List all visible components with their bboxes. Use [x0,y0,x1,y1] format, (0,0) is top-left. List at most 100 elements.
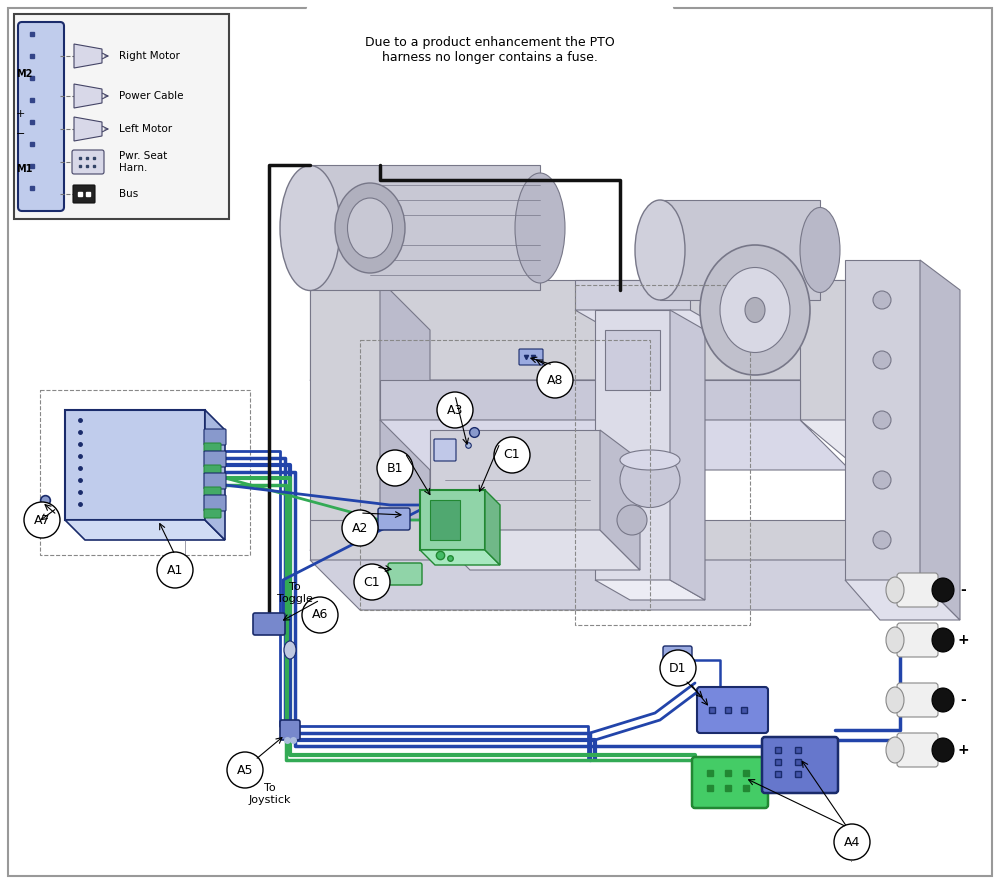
Ellipse shape [886,577,904,603]
FancyBboxPatch shape [204,429,226,445]
Polygon shape [845,260,920,580]
Ellipse shape [873,471,891,489]
Ellipse shape [932,688,954,712]
Polygon shape [870,280,920,470]
Text: A4: A4 [851,861,853,862]
Ellipse shape [348,198,392,258]
Text: -: - [960,583,966,597]
Ellipse shape [515,173,565,283]
FancyBboxPatch shape [388,563,422,585]
FancyBboxPatch shape [897,573,938,607]
Bar [14,14,229,219]
Text: +: + [16,109,25,119]
Circle shape [437,392,473,428]
Polygon shape [485,490,500,565]
FancyBboxPatch shape [18,22,64,211]
Bar [360,340,650,610]
Text: A4: A4 [844,835,860,849]
Polygon shape [74,44,102,68]
Text: +: + [957,743,969,757]
Polygon shape [605,330,660,390]
FancyBboxPatch shape [897,733,938,767]
Text: D1: D1 [669,661,687,674]
Text: B1: B1 [387,461,403,475]
FancyBboxPatch shape [280,720,300,740]
Polygon shape [74,84,102,108]
FancyBboxPatch shape [697,687,768,733]
Polygon shape [380,280,430,600]
Ellipse shape [745,298,765,323]
Polygon shape [74,117,102,141]
Ellipse shape [886,687,904,713]
Ellipse shape [720,268,790,353]
Polygon shape [65,410,205,520]
Text: A6: A6 [312,608,328,621]
Ellipse shape [800,208,840,293]
Circle shape [377,450,413,486]
FancyBboxPatch shape [204,509,221,518]
Polygon shape [65,520,225,540]
Polygon shape [310,380,920,430]
Text: A5: A5 [237,764,253,776]
Polygon shape [420,490,485,550]
FancyBboxPatch shape [204,495,226,511]
Polygon shape [430,430,600,530]
Polygon shape [380,420,850,470]
Ellipse shape [932,578,954,602]
FancyBboxPatch shape [378,508,410,530]
Circle shape [834,824,870,860]
Ellipse shape [635,200,685,300]
Polygon shape [420,550,500,565]
Polygon shape [595,310,670,580]
Text: A2: A2 [352,522,368,535]
Text: A3: A3 [447,403,463,416]
FancyBboxPatch shape [72,150,104,174]
Text: Due to a product enhancement the PTO
harness no longer contains a fuse.: Due to a product enhancement the PTO har… [365,36,615,64]
Bar [660,200,820,300]
Polygon shape [670,310,705,600]
Polygon shape [870,280,920,430]
Text: -: - [960,693,966,707]
Polygon shape [595,580,705,600]
Ellipse shape [280,165,340,291]
Ellipse shape [335,183,405,273]
Polygon shape [310,520,870,560]
Ellipse shape [873,531,891,549]
Text: Bus: Bus [119,189,138,199]
Polygon shape [600,430,640,570]
Text: A8: A8 [547,374,563,386]
Polygon shape [380,380,800,420]
Ellipse shape [932,738,954,762]
Bar [575,285,750,625]
Ellipse shape [620,450,680,470]
Text: Left Motor: Left Motor [119,124,172,134]
Polygon shape [920,260,960,620]
FancyBboxPatch shape [434,439,456,461]
Text: M2: M2 [16,69,32,79]
Circle shape [24,502,60,538]
Polygon shape [310,560,920,610]
Text: Pwr. Seat
Harn.: Pwr. Seat Harn. [119,151,167,172]
FancyBboxPatch shape [897,623,938,657]
Ellipse shape [873,411,891,429]
Polygon shape [430,530,640,570]
Polygon shape [310,280,870,380]
Text: To
Joystick: To Joystick [249,783,291,805]
Ellipse shape [873,291,891,309]
Circle shape [157,552,193,588]
Circle shape [302,597,338,633]
Polygon shape [845,580,960,620]
Ellipse shape [620,453,680,507]
Circle shape [354,564,390,600]
Polygon shape [310,550,430,600]
FancyBboxPatch shape [519,349,543,365]
Text: To
Toggle: To Toggle [277,582,313,604]
FancyBboxPatch shape [897,683,938,717]
Polygon shape [205,410,225,540]
Ellipse shape [873,351,891,369]
Polygon shape [575,310,725,330]
Circle shape [537,362,573,398]
Text: −: − [16,129,25,139]
FancyBboxPatch shape [204,451,226,467]
Circle shape [660,650,696,686]
